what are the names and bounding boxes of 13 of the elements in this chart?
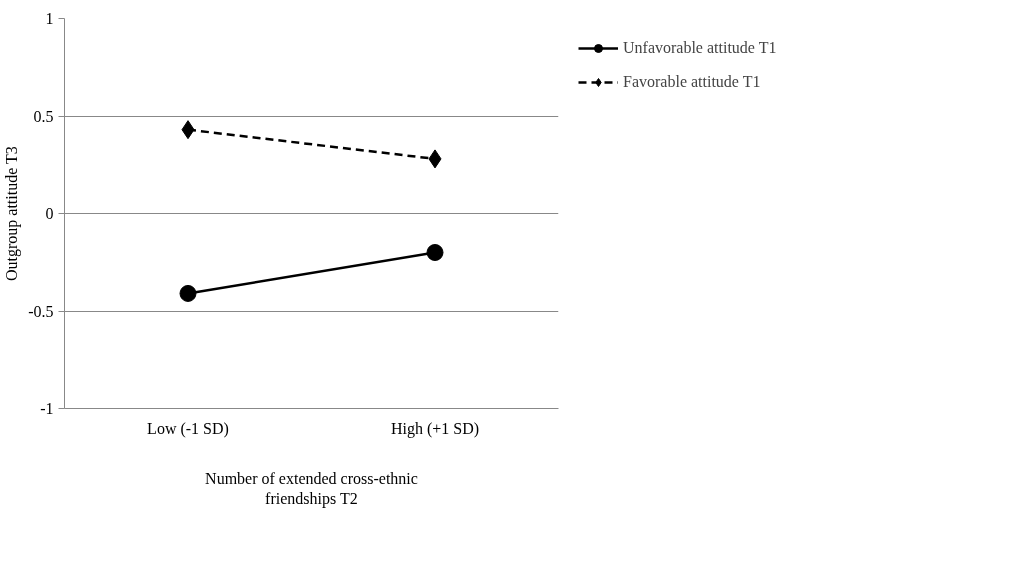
point — [179, 284, 197, 302]
y-tick-label: 0 — [45, 205, 54, 222]
y-tick-label: 1 — [45, 10, 54, 27]
x-tick-label: High (+1 SD) — [390, 419, 480, 438]
legend-label: Unfavorable attitude T1 — [623, 39, 777, 57]
y-tick-label: -1 — [40, 400, 54, 417]
y-axis-title: Outgroup attitude T3 — [3, 146, 22, 282]
x-tick-label: Low (-1 SD) — [147, 419, 229, 438]
y-tick-label: 0.5 — [33, 107, 54, 125]
point — [426, 244, 444, 261]
y-tick-label: -0.5 — [28, 302, 54, 320]
x-axis-title: Number of extended cross-ethnic friendships T2 — [205, 469, 418, 508]
legend-label: Favorable attitude T1 — [623, 73, 761, 91]
